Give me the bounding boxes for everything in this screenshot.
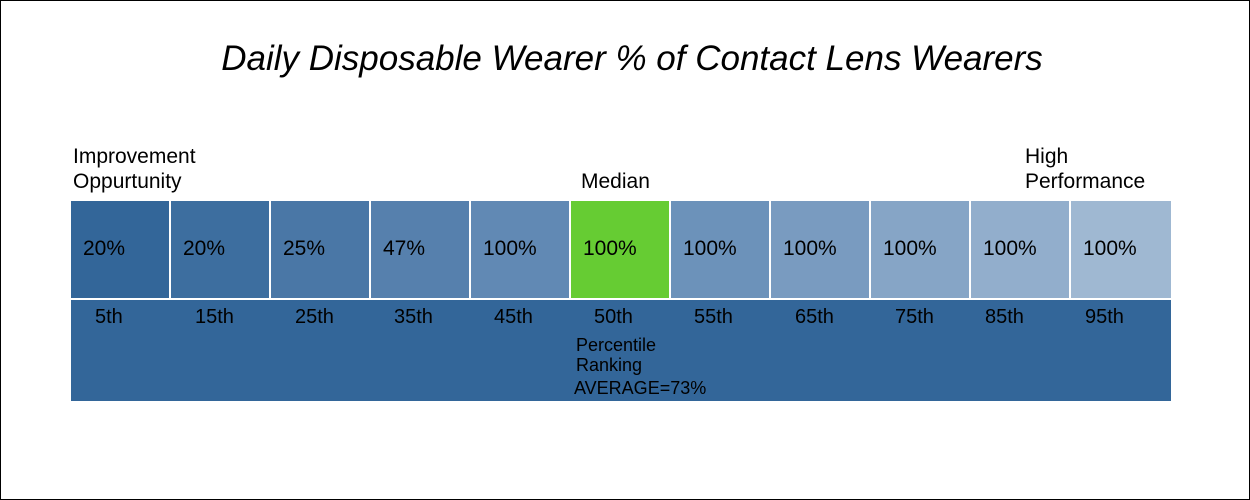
percentile-tick-label: 65th bbox=[795, 306, 834, 328]
percentile-tick-label: 55th bbox=[694, 306, 733, 328]
percentile-value-label: 100% bbox=[483, 237, 537, 260]
percentile-value-label: 100% bbox=[783, 237, 837, 260]
percentile-tick-label: 45th bbox=[494, 306, 533, 328]
percentile-tick-label: 85th bbox=[985, 306, 1024, 328]
percentile-value-label: 100% bbox=[683, 237, 737, 260]
chart-title: Daily Disposable Wearer % of Contact Len… bbox=[221, 39, 1043, 78]
percentile-cell-50th: 100% bbox=[571, 201, 671, 298]
average-label: AVERAGE=73% bbox=[574, 378, 707, 398]
percentile-tick-label: 35th bbox=[394, 306, 433, 328]
percentile-value-strip: 20% 20% 25% 47% 100% 100% 100% 100% 100% 100% 100% bbox=[71, 201, 1171, 298]
percentile-cell-25th: 25% bbox=[271, 201, 371, 298]
percentile-tick-label: 5th bbox=[95, 306, 123, 328]
percentile-tick-label: 25th bbox=[295, 306, 334, 328]
percentile-cell-35th: 47% bbox=[371, 201, 471, 298]
percentile-cell-5th: 20% bbox=[71, 201, 171, 298]
percentile-cell-95th: 100% bbox=[1071, 201, 1171, 298]
percentile-tick-label: 15th bbox=[195, 306, 234, 328]
high-performance-label: High Performance bbox=[1025, 145, 1146, 193]
percentile-tick-label: 75th bbox=[895, 306, 934, 328]
percentile-cell-45th: 100% bbox=[471, 201, 571, 298]
percentile-value-label: 25% bbox=[283, 237, 326, 260]
percentile-cell-85th: 100% bbox=[971, 201, 1071, 298]
median-label: Median bbox=[581, 170, 650, 193]
percentile-cell-15th: 20% bbox=[171, 201, 271, 298]
percentile-cell-55th: 100% bbox=[671, 201, 771, 298]
percentile-ranking-label: Percentile Ranking bbox=[576, 335, 657, 375]
percentile-value-label: 20% bbox=[183, 237, 226, 260]
percentile-cell-75th: 100% bbox=[871, 201, 971, 298]
percentile-cell-65th: 100% bbox=[771, 201, 871, 298]
percentile-band: Percentile Ranking AVERAGE=73% 5th 15th 25… bbox=[71, 300, 1171, 401]
percentile-value-label: 47% bbox=[383, 237, 426, 260]
percentile-tick-label: 50th bbox=[594, 306, 633, 328]
percentile-value-label: 20% bbox=[83, 237, 126, 260]
percentile-tick-label: 95th bbox=[1085, 306, 1124, 328]
percentile-value-label: 100% bbox=[983, 237, 1037, 260]
improvement-opportunity-label: Improvement Oppurtunity bbox=[73, 145, 196, 193]
percentile-value-label: 100% bbox=[883, 237, 937, 260]
percentile-value-label: 100% bbox=[583, 237, 637, 260]
percentile-value-label: 100% bbox=[1083, 237, 1137, 260]
